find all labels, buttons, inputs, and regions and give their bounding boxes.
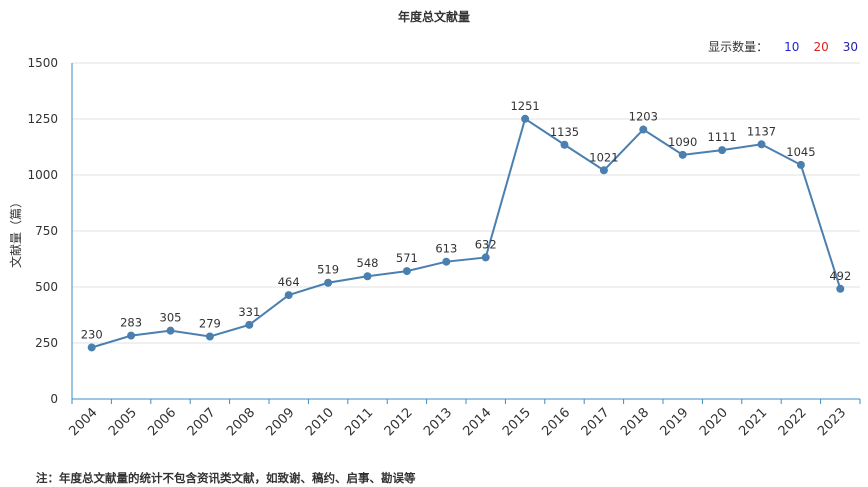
data-label: 613: [435, 242, 457, 256]
y-tick-label: 1500: [27, 56, 58, 70]
data-label: 1203: [629, 110, 658, 124]
display-count-option-30[interactable]: 30: [842, 39, 858, 54]
x-tick-label: 2015: [500, 405, 534, 439]
y-tick-label: 500: [35, 280, 58, 294]
x-tick-label: 2016: [539, 405, 573, 439]
data-label: 1137: [747, 124, 776, 138]
x-tick-label: 2007: [185, 405, 219, 439]
data-point[interactable]: [284, 291, 293, 300]
data-label: 1090: [668, 135, 697, 149]
data-point[interactable]: [599, 166, 608, 175]
data-label: 305: [160, 311, 182, 325]
data-point[interactable]: [127, 331, 136, 340]
display-count-option-20[interactable]: 20: [813, 39, 829, 54]
data-point[interactable]: [718, 146, 727, 155]
data-label: 331: [238, 305, 260, 319]
x-tick-label: 2014: [461, 405, 495, 439]
series-line: [91, 117, 842, 349]
x-tick-label: 2012: [382, 405, 416, 439]
data-point[interactable]: [402, 267, 411, 276]
data-point[interactable]: [639, 125, 648, 134]
x-tick-label: 2018: [618, 405, 652, 439]
data-point[interactable]: [836, 284, 845, 293]
data-label: 548: [357, 256, 379, 270]
data-label: 571: [396, 251, 418, 265]
x-tick-label: 2022: [776, 405, 810, 439]
x-tick-label: 2023: [815, 405, 849, 439]
data-label: 1045: [786, 145, 815, 159]
display-count-option-10[interactable]: 10: [784, 39, 800, 54]
footnote: 注：年度总文献量的统计不包含资讯类文献，如致谢、稿约、启事、勘误等: [36, 471, 416, 485]
data-label: 632: [475, 237, 497, 251]
x-tick-label: 2005: [106, 405, 140, 439]
x-tick-label: 2013: [421, 405, 455, 439]
x-tick-label: 2009: [264, 405, 298, 439]
data-point[interactable]: [442, 257, 451, 266]
x-tick-label: 2020: [697, 405, 731, 439]
data-label: 230: [81, 327, 103, 341]
y-tick-label: 250: [35, 336, 58, 350]
data-point[interactable]: [560, 140, 569, 149]
data-point[interactable]: [166, 326, 175, 335]
data-label: 1135: [550, 125, 579, 139]
x-tick-label: 2017: [579, 405, 613, 439]
data-label: 519: [317, 263, 339, 277]
display-count-label: 显示数量：: [708, 40, 769, 54]
y-tick-label: 0: [50, 392, 58, 406]
data-label: 1111: [707, 130, 736, 144]
data-label: 492: [829, 269, 851, 283]
data-point[interactable]: [678, 150, 687, 159]
data-label: 1251: [510, 99, 539, 113]
x-tick-label: 2021: [736, 405, 770, 439]
data-point[interactable]: [796, 160, 805, 169]
data-label: 279: [199, 317, 221, 331]
x-tick-label: 2011: [342, 405, 376, 439]
data-label: 1021: [589, 150, 618, 164]
data-label: 464: [278, 275, 300, 289]
data-label: 283: [120, 316, 142, 330]
data-point[interactable]: [324, 278, 333, 287]
data-point[interactable]: [521, 114, 530, 123]
y-tick-label: 750: [35, 224, 58, 238]
data-point[interactable]: [205, 332, 214, 341]
data-point[interactable]: [245, 320, 254, 329]
x-tick-label: 2019: [658, 405, 692, 439]
display-count-selector: 显示数量： 10 20 30: [708, 38, 858, 55]
y-tick-label: 1000: [27, 168, 58, 182]
x-tick-label: 2004: [67, 405, 101, 439]
data-point[interactable]: [363, 272, 372, 281]
y-tick-label: 1250: [27, 112, 58, 126]
chart-title: 年度总文献量: [397, 10, 470, 24]
data-point[interactable]: [87, 343, 96, 352]
x-tick-label: 2008: [224, 405, 258, 439]
data-point[interactable]: [757, 140, 766, 149]
y-axis-label: 文献量（篇）: [8, 196, 23, 268]
data-point[interactable]: [481, 253, 490, 262]
x-tick-label: 2010: [303, 405, 337, 439]
x-tick-label: 2006: [145, 405, 179, 439]
